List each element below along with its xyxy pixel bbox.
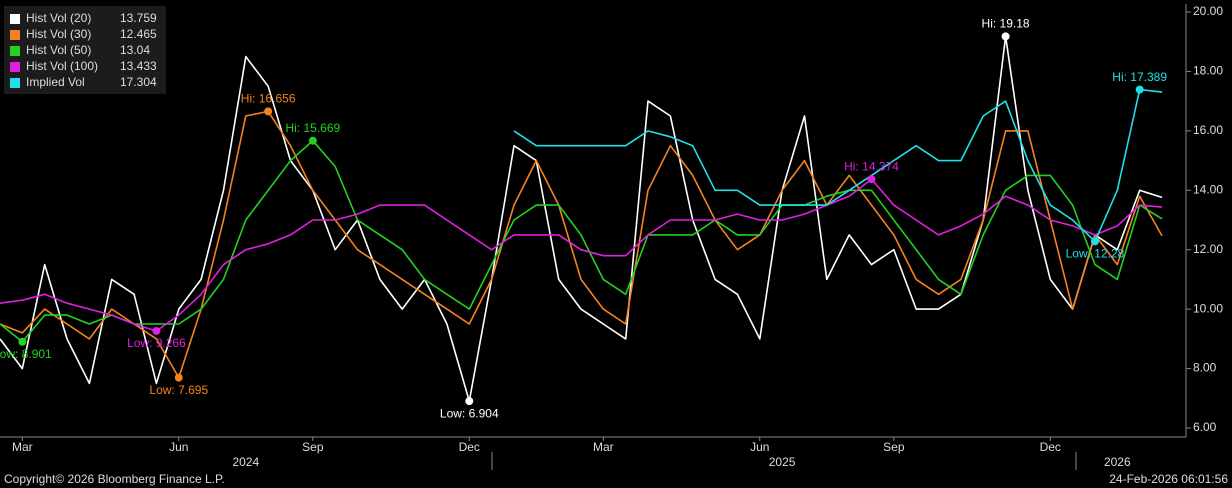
annotation: Low: 6.904 (440, 406, 499, 420)
legend-swatch (10, 62, 20, 72)
legend-box (4, 6, 166, 94)
annotation: Hi: 15.669 (285, 121, 340, 135)
legend-label: Hist Vol (20) (26, 11, 91, 25)
extreme-marker (1001, 32, 1010, 41)
legend-swatch (10, 14, 20, 24)
extreme-marker (465, 397, 474, 406)
legend-value: 12.465 (120, 27, 157, 41)
annotation: Low: 12.28 (1066, 247, 1125, 261)
series-line (0, 110, 1163, 379)
series-line (513, 88, 1163, 243)
annotation: Hi: 16.656 (241, 92, 296, 106)
year-label: 2025 (769, 455, 796, 469)
legend-value: 13.433 (120, 59, 157, 73)
extreme-marker (174, 373, 183, 382)
legend-label: Hist Vol (50) (26, 43, 91, 57)
x-tick-label: Jun (750, 440, 769, 454)
legend-label: Hist Vol (100) (26, 59, 98, 73)
x-tick-label: Dec (1040, 440, 1061, 454)
extreme-marker (264, 107, 273, 116)
annotation: Low: 9.266 (127, 336, 186, 350)
y-tick-label: 6.00 (1193, 420, 1217, 434)
y-tick-label: 10.00 (1193, 301, 1223, 315)
annotation: Hi: 19.18 (982, 17, 1030, 31)
y-tick-label: 8.00 (1193, 361, 1217, 375)
series-line (0, 178, 1163, 332)
annotation: Hi: 14.374 (844, 159, 899, 173)
y-tick-label: 12.00 (1193, 242, 1223, 256)
timestamp: 24-Feb-2026 06:01:56 (1109, 472, 1228, 486)
x-tick-label: Sep (883, 440, 905, 454)
year-label: 2026 (1104, 455, 1131, 469)
legend-value: 13.759 (120, 11, 157, 25)
annotation: Hi: 17.389 (1112, 70, 1167, 84)
annotation: Low: 8.901 (0, 347, 52, 361)
legend-label: Implied Vol (26, 75, 85, 89)
y-tick-label: 20.00 (1193, 4, 1223, 18)
legend-swatch (10, 30, 20, 40)
extreme-marker (1090, 237, 1099, 246)
extreme-marker (152, 326, 161, 335)
x-tick-label: Jun (169, 440, 188, 454)
x-tick-label: Mar (12, 440, 33, 454)
annotation: Low: 7.695 (149, 383, 208, 397)
x-tick-label: Sep (302, 440, 324, 454)
extreme-marker (867, 175, 876, 184)
legend-label: Hist Vol (30) (26, 27, 91, 41)
x-tick-label: Mar (593, 440, 614, 454)
legend-swatch (10, 78, 20, 88)
x-tick-label: Dec (459, 440, 480, 454)
extreme-marker (18, 337, 27, 346)
year-label: 2024 (232, 455, 259, 469)
series-line (0, 139, 1163, 343)
y-tick-label: 18.00 (1193, 64, 1223, 78)
y-tick-label: 14.00 (1193, 182, 1223, 196)
legend-swatch (10, 46, 20, 56)
extreme-marker (1135, 85, 1144, 94)
series-line (0, 35, 1163, 402)
y-tick-label: 16.00 (1193, 123, 1223, 137)
legend-value: 17.304 (120, 75, 157, 89)
copyright: Copyright© 2026 Bloomberg Finance L.P. (4, 472, 225, 486)
extreme-marker (308, 136, 317, 145)
legend-value: 13.04 (120, 43, 150, 57)
